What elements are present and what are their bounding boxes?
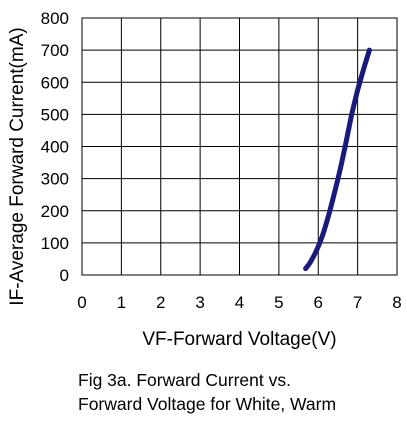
x-tick-label: 6 [314,293,323,312]
x-tick-label: 3 [195,293,204,312]
x-axis-label: VF-Forward Voltage(V) [142,329,336,350]
y-tick-label: 300 [41,170,69,189]
y-tick-label: 400 [41,138,69,157]
x-tick-label: 8 [392,293,401,312]
x-tick-label: 4 [235,293,244,312]
caption-line-1: Fig 3a. Forward Current vs. [78,370,291,390]
grid-lines [81,17,398,276]
x-tick-label: 2 [156,293,165,312]
y-tick-label: 800 [41,9,69,28]
series-line [303,47,372,272]
y-tick-label: 700 [41,41,69,60]
y-tick-label: 600 [41,73,69,92]
x-tick-label: 1 [117,293,126,312]
x-tick-label: 0 [77,293,86,312]
caption-line-2: Forward Voltage for White, Warm [78,394,337,414]
plot-frame [81,17,398,276]
x-tick-label: 5 [274,293,283,312]
y-tick-label: 200 [41,202,69,221]
y-tick-label: 100 [41,234,69,253]
y-tick-labels: 0 100 200 300 400 500 600 700 800 [41,9,69,285]
series-layer [303,47,372,272]
y-tick-label: 0 [60,266,69,285]
x-tick-labels: 0 1 2 3 4 5 6 7 8 [77,293,401,312]
x-tick-label: 7 [353,293,362,312]
y-tick-label: 500 [41,105,69,124]
figure-caption: Fig 3a. Forward Current vs. Forward Volt… [78,368,398,416]
y-axis-label: IF-Average Forward Current(mA) [7,27,28,305]
